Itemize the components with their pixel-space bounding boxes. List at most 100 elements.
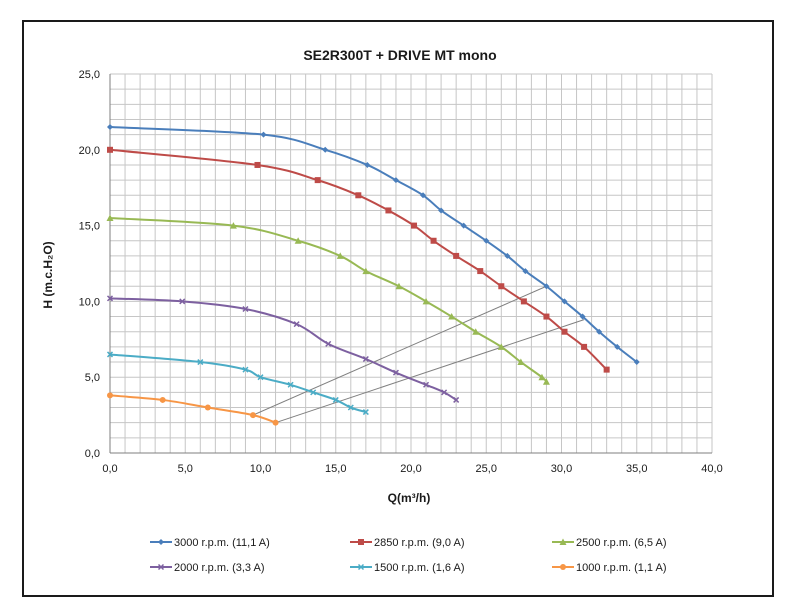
data-point — [453, 396, 460, 403]
series-2 — [106, 214, 550, 385]
x-tick-label: 15,0 — [325, 463, 346, 475]
data-point — [260, 131, 267, 138]
data-point — [362, 355, 369, 363]
data-point — [460, 222, 467, 229]
data-point — [107, 146, 113, 153]
data-point — [242, 366, 249, 373]
series-4 — [106, 351, 369, 416]
operating-lines — [252, 285, 585, 424]
data-point — [517, 358, 525, 366]
data-point — [364, 161, 371, 168]
data-point — [322, 146, 329, 153]
data-point — [543, 313, 550, 320]
operating-line — [275, 319, 585, 424]
data-point — [633, 359, 640, 366]
legend-swatch-marker — [158, 539, 164, 545]
data-point — [106, 214, 114, 222]
legend-swatch-marker — [358, 539, 364, 545]
legend-item: 2500 r.p.m. (6,5 A) — [552, 537, 667, 549]
data-point — [362, 267, 370, 275]
data-point — [543, 283, 550, 290]
data-point — [293, 321, 300, 328]
x-tick-label: 35,0 — [626, 463, 647, 475]
data-point — [287, 381, 294, 388]
data-point — [249, 412, 256, 419]
legend-label: 1500 r.p.m. (1,6 A) — [374, 562, 465, 574]
y-tick-label: 5,0 — [85, 372, 100, 384]
data-point — [106, 351, 114, 358]
y-tick-label: 25,0 — [79, 69, 100, 81]
series-line — [109, 217, 548, 383]
data-point — [229, 222, 237, 229]
data-point — [325, 340, 332, 347]
legend-swatch-marker — [157, 563, 165, 571]
y-tick-label: 0,0 — [85, 448, 100, 460]
data-point — [272, 419, 279, 426]
chart-canvas: SE2R300T + DRIVE MT mono 0,0 5,0 10,0 15,0 2… — [41, 47, 723, 574]
x-tick-label: 5,0 — [178, 463, 193, 475]
data-point — [355, 192, 362, 199]
legend-label: 2850 r.p.m. (9,0 A) — [374, 537, 465, 549]
chart-frame: SE2R300T + DRIVE MT mono 0,0 5,0 10,0 15,0 2… — [22, 20, 774, 597]
data-point — [561, 298, 568, 305]
legend-label: 3000 r.p.m. (11,1 A) — [174, 537, 270, 549]
data-point — [477, 268, 484, 275]
data-point — [448, 313, 456, 320]
data-point — [107, 124, 113, 131]
data-point — [336, 252, 344, 259]
data-point — [483, 237, 490, 244]
data-point — [242, 305, 249, 313]
x-tick-label: 40,0 — [701, 463, 722, 475]
data-point — [596, 328, 603, 335]
data-point — [106, 295, 114, 302]
x-tick-label: 20,0 — [400, 463, 421, 475]
data-point — [314, 177, 321, 184]
legend-label: 2500 r.p.m. (6,5 A) — [576, 537, 667, 549]
x-tick-label: 0,0 — [102, 463, 117, 475]
y-tick-label: 10,0 — [79, 296, 100, 308]
data-point — [520, 298, 527, 305]
legend-item: 3000 r.p.m. (11,1 A) — [150, 537, 270, 549]
data-point — [294, 237, 302, 244]
series-line — [109, 297, 457, 401]
data-point — [107, 392, 113, 399]
legend-swatch-marker — [357, 563, 365, 571]
operating-line — [252, 285, 547, 416]
legend-item: 1500 r.p.m. (1,6 A) — [350, 562, 465, 574]
data-point — [254, 161, 261, 168]
data-point — [538, 373, 546, 381]
y-axis-title: H (m.c.H₂O) — [41, 241, 55, 308]
data-point — [497, 343, 505, 350]
series-5 — [107, 392, 279, 426]
data-point — [395, 282, 403, 290]
data-point — [430, 237, 437, 244]
data-point — [423, 381, 430, 388]
x-axis-title: Q(m³/h) — [388, 491, 431, 505]
legend-label: 1000 r.p.m. (1,1 A) — [576, 562, 667, 574]
legend-label: 2000 r.p.m. (3,3 A) — [174, 562, 265, 574]
legend-swatch-marker — [560, 564, 566, 570]
x-tick-label: 25,0 — [476, 463, 497, 475]
series-line — [109, 394, 276, 424]
data-point — [498, 283, 505, 290]
data-point — [422, 297, 430, 305]
data-point — [392, 369, 399, 376]
data-point — [179, 298, 186, 305]
legend-swatch-marker — [559, 538, 567, 545]
data-point — [522, 268, 529, 275]
series-0 — [107, 124, 640, 366]
y-tick-label: 15,0 — [79, 221, 100, 233]
axes: 0,0 5,0 10,0 15,0 20,0 25,0 30,0 35,0 40,0 0,0 5,0… — [79, 69, 723, 475]
data-point — [159, 396, 166, 403]
data-point — [603, 366, 610, 373]
data-point — [310, 389, 317, 396]
data-point — [347, 404, 354, 411]
data-point — [411, 222, 418, 229]
data-point — [472, 328, 480, 335]
data-point — [438, 207, 445, 214]
data-point — [441, 389, 448, 396]
series-3 — [106, 295, 460, 403]
series-1 — [107, 146, 610, 373]
y-tick-label: 20,0 — [79, 145, 100, 157]
data-point — [362, 409, 369, 416]
